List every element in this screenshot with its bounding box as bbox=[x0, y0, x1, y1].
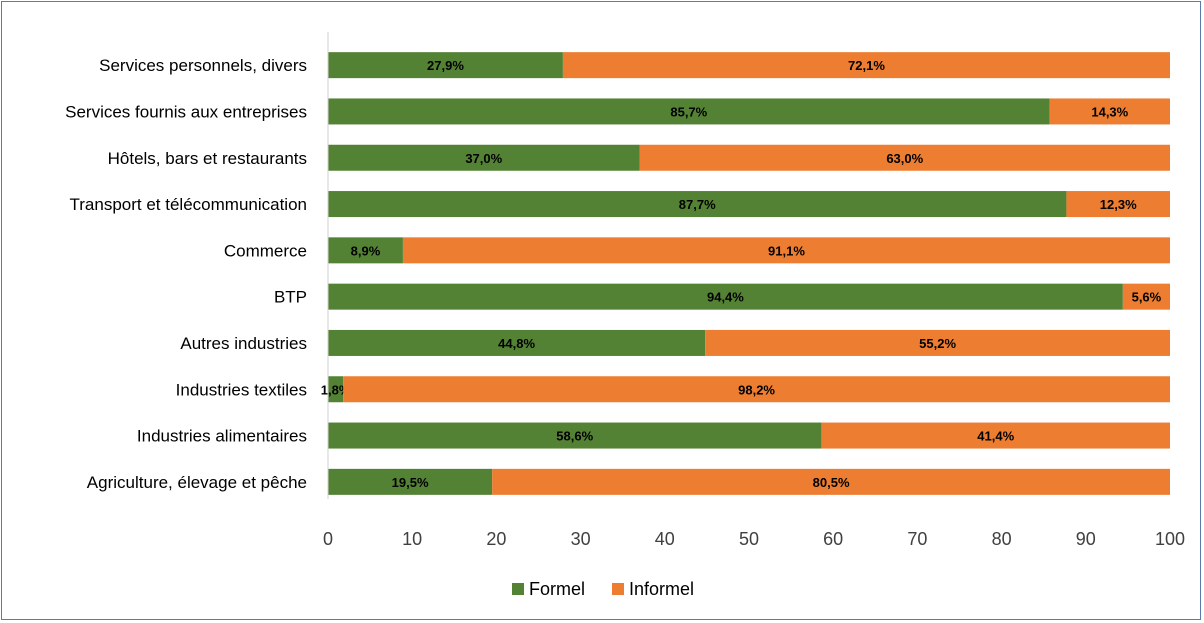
x-tick-0: 0 bbox=[323, 529, 333, 549]
data-label-formel-transport-et-telecommunication: 87,7% bbox=[679, 197, 716, 212]
x-tick-40: 40 bbox=[655, 529, 675, 549]
bar-formel-agriculture-elevage-et-peche bbox=[328, 468, 493, 495]
data-label-informel-btp: 5,6% bbox=[1132, 290, 1162, 305]
bars-group: 27,9% 72,1% 85,7% 14,3% 37,0% 63,0% 87,7% 12,3%… bbox=[321, 52, 1170, 495]
data-label-formel-agriculture-elevage-et-peche: 19,5% bbox=[392, 475, 429, 490]
data-label-formel-industries-alimentaires: 58,6% bbox=[556, 429, 593, 444]
data-label-formel-hotels-bars-et-restaurants: 37,0% bbox=[465, 151, 502, 166]
legend-swatch-informel bbox=[612, 583, 624, 595]
data-label-informel-industries-textiles: 98,2% bbox=[738, 382, 775, 397]
data-label-informel-autres-industries: 55,2% bbox=[919, 336, 956, 351]
x-tick-90: 90 bbox=[1076, 529, 1096, 549]
x-tick-60: 60 bbox=[823, 529, 843, 549]
data-label-formel-autres-industries: 44,8% bbox=[498, 336, 535, 351]
data-label-informel-hotels-bars-et-restaurants: 63,0% bbox=[886, 151, 923, 166]
data-label-informel-agriculture-elevage-et-peche: 80,5% bbox=[813, 475, 850, 490]
category-labels: Services personnels, divers Services four… bbox=[65, 56, 307, 492]
legend: Formel Informel bbox=[512, 579, 694, 599]
bar-formel-hotels-bars-et-restaurants bbox=[328, 144, 640, 171]
bar-informel-autres-industries bbox=[705, 329, 1170, 356]
bar-formel-transport-et-telecommunication bbox=[328, 191, 1067, 218]
bar-informel-btp bbox=[1122, 283, 1170, 310]
category-label-industries-textiles: Industries textiles bbox=[176, 380, 307, 399]
category-label-btp: BTP bbox=[274, 288, 307, 307]
data-label-formel-commerce: 8,9% bbox=[351, 243, 381, 258]
data-label-informel-transport-et-telecommunication: 12,3% bbox=[1100, 197, 1137, 212]
data-label-informel-services-personnels-divers: 72,1% bbox=[848, 58, 885, 73]
legend-label-formel: Formel bbox=[529, 579, 585, 599]
category-label-transport-et-telecommunication: Transport et télécommunication bbox=[70, 195, 307, 214]
bar-informel-services-fournis-aux-entreprises bbox=[1049, 98, 1170, 125]
x-tick-labels: 0 10 20 30 40 50 60 70 80 90 100 bbox=[323, 529, 1185, 549]
bar-informel-industries-textiles bbox=[343, 376, 1170, 403]
bar-formel-services-personnels-divers bbox=[328, 52, 563, 79]
category-label-agriculture-elevage-et-peche: Agriculture, élevage et pêche bbox=[87, 473, 307, 492]
data-label-informel-commerce: 91,1% bbox=[768, 243, 805, 258]
bar-informel-hotels-bars-et-restaurants bbox=[639, 144, 1170, 171]
x-tick-20: 20 bbox=[486, 529, 506, 549]
category-label-hotels-bars-et-restaurants: Hôtels, bars et restaurants bbox=[108, 149, 307, 168]
bar-informel-commerce bbox=[402, 237, 1170, 264]
category-label-autres-industries: Autres industries bbox=[180, 334, 307, 353]
category-label-services-personnels-divers: Services personnels, divers bbox=[99, 56, 307, 75]
data-label-formel-btp: 94,4% bbox=[707, 290, 744, 305]
bar-informel-industries-alimentaires bbox=[821, 422, 1170, 449]
bar-informel-services-personnels-divers bbox=[562, 52, 1170, 79]
legend-swatch-formel bbox=[512, 583, 524, 595]
x-tick-30: 30 bbox=[571, 529, 591, 549]
bar-formel-btp bbox=[328, 283, 1123, 310]
data-label-informel-industries-alimentaires: 41,4% bbox=[977, 429, 1014, 444]
bar-informel-agriculture-elevage-et-peche bbox=[492, 468, 1170, 495]
bar-formel-industries-alimentaires bbox=[328, 422, 822, 449]
data-label-informel-services-fournis-aux-entreprises: 14,3% bbox=[1091, 104, 1128, 119]
category-label-commerce: Commerce bbox=[224, 241, 307, 260]
category-label-services-fournis-aux-entreprises: Services fournis aux entreprises bbox=[65, 102, 307, 121]
bar-formel-industries-textiles bbox=[328, 376, 344, 403]
legend-label-informel: Informel bbox=[629, 579, 694, 599]
x-tick-50: 50 bbox=[739, 529, 759, 549]
x-tick-10: 10 bbox=[402, 529, 422, 549]
bar-formel-services-fournis-aux-entreprises bbox=[328, 98, 1050, 125]
x-tick-70: 70 bbox=[907, 529, 927, 549]
data-label-formel-services-personnels-divers: 27,9% bbox=[427, 58, 464, 73]
data-label-formel-services-fournis-aux-entreprises: 85,7% bbox=[670, 104, 707, 119]
x-tick-80: 80 bbox=[992, 529, 1012, 549]
category-label-industries-alimentaires: Industries alimentaires bbox=[137, 427, 307, 446]
bar-formel-autres-industries bbox=[328, 329, 706, 356]
x-tick-100: 100 bbox=[1155, 529, 1185, 549]
bar-formel-commerce bbox=[328, 237, 403, 264]
bar-informel-transport-et-telecommunication bbox=[1066, 191, 1170, 218]
